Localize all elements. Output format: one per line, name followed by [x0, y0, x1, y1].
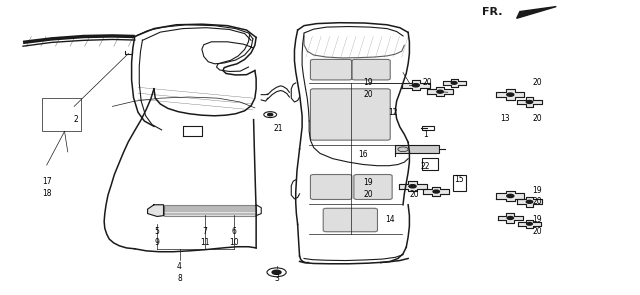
Bar [453, 175, 466, 191]
Polygon shape [516, 197, 542, 206]
Polygon shape [496, 89, 524, 100]
Polygon shape [399, 181, 427, 191]
Text: 17: 17 [42, 177, 51, 186]
Circle shape [526, 200, 532, 203]
Circle shape [433, 190, 440, 193]
Circle shape [268, 114, 273, 116]
Text: 20: 20 [532, 197, 542, 206]
Text: 1: 1 [423, 130, 428, 139]
Text: 20: 20 [422, 78, 432, 87]
Circle shape [527, 222, 532, 225]
Bar [164, 205, 256, 216]
Polygon shape [516, 6, 556, 18]
Text: 20: 20 [410, 190, 419, 199]
Circle shape [437, 90, 444, 93]
Circle shape [507, 93, 514, 96]
Text: 9: 9 [155, 238, 159, 248]
Bar [422, 126, 434, 130]
Text: 2: 2 [74, 115, 79, 124]
Bar [42, 98, 81, 131]
Text: 18: 18 [42, 189, 51, 198]
Circle shape [507, 194, 514, 198]
Text: 20: 20 [363, 190, 372, 199]
Bar [422, 158, 438, 170]
Polygon shape [518, 219, 541, 228]
Text: FR.: FR. [481, 7, 502, 17]
Polygon shape [424, 187, 449, 196]
Text: 19: 19 [363, 78, 372, 87]
Text: 19: 19 [532, 215, 542, 224]
Polygon shape [148, 205, 164, 217]
Polygon shape [516, 97, 542, 107]
FancyBboxPatch shape [323, 208, 378, 232]
Polygon shape [402, 80, 430, 91]
FancyBboxPatch shape [310, 175, 352, 199]
Text: 12: 12 [388, 108, 398, 117]
Text: 19: 19 [363, 178, 372, 187]
Circle shape [409, 185, 416, 188]
Text: 21: 21 [274, 124, 284, 133]
Text: 11: 11 [200, 238, 210, 248]
Text: 20: 20 [532, 114, 542, 123]
Polygon shape [428, 87, 453, 96]
FancyBboxPatch shape [310, 59, 352, 80]
Text: 20: 20 [532, 78, 542, 87]
FancyBboxPatch shape [310, 89, 390, 140]
Text: 14: 14 [385, 215, 395, 224]
Circle shape [412, 84, 419, 87]
Text: 20: 20 [363, 90, 372, 99]
Text: 4: 4 [177, 262, 182, 271]
Text: 3: 3 [274, 274, 279, 283]
Text: 13: 13 [500, 114, 510, 123]
Text: 22: 22 [420, 162, 430, 171]
Text: 6: 6 [231, 227, 236, 236]
Text: 5: 5 [155, 227, 159, 236]
Text: 8: 8 [177, 274, 182, 283]
Polygon shape [443, 79, 466, 87]
Circle shape [451, 82, 457, 84]
Text: 20: 20 [532, 227, 542, 236]
Circle shape [272, 270, 281, 274]
Bar [396, 145, 439, 153]
Text: 10: 10 [229, 238, 239, 248]
Text: 19: 19 [532, 186, 542, 195]
Text: 7: 7 [203, 227, 207, 236]
Text: 15: 15 [454, 175, 464, 184]
FancyBboxPatch shape [352, 59, 390, 80]
Polygon shape [496, 191, 524, 201]
Text: 16: 16 [358, 150, 367, 159]
Circle shape [507, 217, 513, 219]
FancyBboxPatch shape [354, 175, 392, 199]
Polygon shape [497, 213, 523, 223]
Circle shape [526, 101, 532, 104]
